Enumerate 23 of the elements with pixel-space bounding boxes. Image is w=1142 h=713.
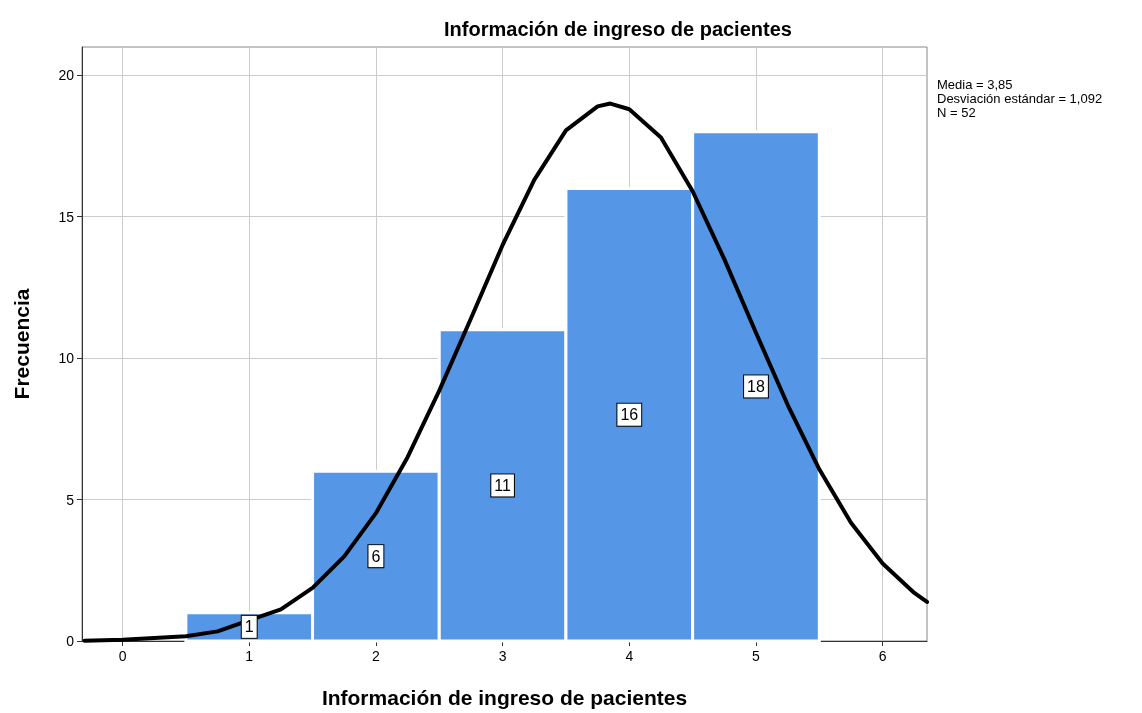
data-label: 11	[494, 476, 512, 494]
text: Desviación estándar = 1,092	[937, 91, 1103, 106]
x-tick-label: 4	[625, 648, 634, 664]
x-axis-title: Información de ingreso de pacientes	[321, 686, 688, 709]
x-tick-label: 3	[498, 648, 507, 664]
chart-title: Información de ingreso de pacientes	[444, 18, 792, 40]
x-tick-label: 2	[372, 648, 381, 664]
data-label: 18	[747, 377, 765, 395]
y-axis-title: Frecuencia	[10, 288, 33, 400]
y-tick-label: 10	[58, 350, 75, 367]
data-label: 6	[371, 547, 381, 565]
x-tick-label: 6	[878, 648, 887, 664]
data-label: 1	[244, 618, 254, 636]
y-tick-label: 15	[58, 208, 75, 225]
x-tick-label: 1	[245, 648, 254, 664]
text: Media = 3,85	[937, 77, 1013, 92]
y-tick-label: 0	[66, 633, 75, 649]
text: N = 52	[937, 105, 976, 120]
x-tick-label: 5	[752, 648, 761, 664]
y-tick-label: 5	[66, 491, 75, 508]
y-tick-label: 20	[58, 67, 75, 84]
x-tick-label: 0	[118, 648, 127, 664]
data-label: 16	[620, 406, 639, 424]
